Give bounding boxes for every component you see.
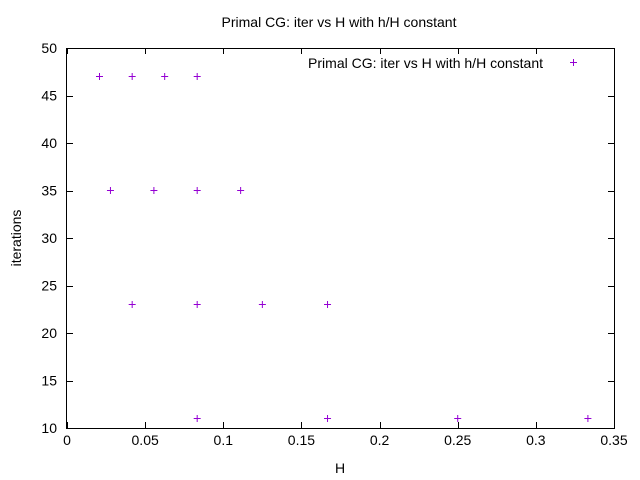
y-tick-label: 45	[41, 88, 57, 104]
legend-label: Primal CG: iter vs H with h/H constant	[308, 55, 543, 71]
y-axis-label: iterations	[8, 210, 24, 267]
y-tick-label: 15	[41, 373, 57, 389]
y-axis: 10 15 20 25 30 35 40 45 50	[41, 40, 614, 436]
data-point	[128, 73, 136, 80]
data-points	[96, 73, 592, 422]
y-tick-label: 35	[41, 183, 57, 199]
data-point	[193, 187, 201, 194]
x-axis: 0 0.05 0.1 0.15 0.2 0.25 0.3 0.35	[63, 48, 628, 448]
plot-frame	[66, 48, 615, 429]
legend-marker-symbol	[570, 59, 577, 66]
y-tick-label: 30	[41, 230, 57, 246]
data-point	[96, 73, 104, 80]
data-point	[584, 415, 592, 422]
data-point	[324, 301, 332, 308]
x-tick-label: 0.1	[214, 432, 234, 448]
legend-marker	[570, 59, 577, 66]
data-point	[258, 301, 266, 308]
legend: Primal CG: iter vs H with h/H constant	[308, 55, 577, 71]
x-axis-label: H	[335, 460, 345, 476]
data-point	[237, 187, 245, 194]
x-tick-label: 0.3	[526, 432, 546, 448]
data-point	[161, 73, 169, 80]
data-point	[193, 73, 201, 80]
data-point	[150, 187, 158, 194]
data-point	[193, 415, 201, 422]
data-point	[128, 301, 136, 308]
data-point	[106, 187, 114, 194]
data-point	[193, 301, 201, 308]
y-tick-label: 40	[41, 135, 57, 151]
y-tick-label: 20	[41, 325, 57, 341]
data-point	[324, 415, 332, 422]
y-tick-label: 50	[41, 40, 57, 56]
x-tick-label: 0.05	[132, 432, 159, 448]
x-tick-label: 0	[63, 432, 71, 448]
x-tick-label: 0.15	[288, 432, 315, 448]
chart-title: Primal CG: iter vs H with h/H constant	[222, 14, 457, 30]
y-tick-label: 10	[41, 420, 57, 436]
x-tick-label: 0.35	[600, 432, 627, 448]
x-tick-label: 0.2	[370, 432, 390, 448]
y-tick-label: 25	[41, 278, 57, 294]
x-tick-label: 0.25	[444, 432, 471, 448]
data-point	[454, 415, 462, 422]
